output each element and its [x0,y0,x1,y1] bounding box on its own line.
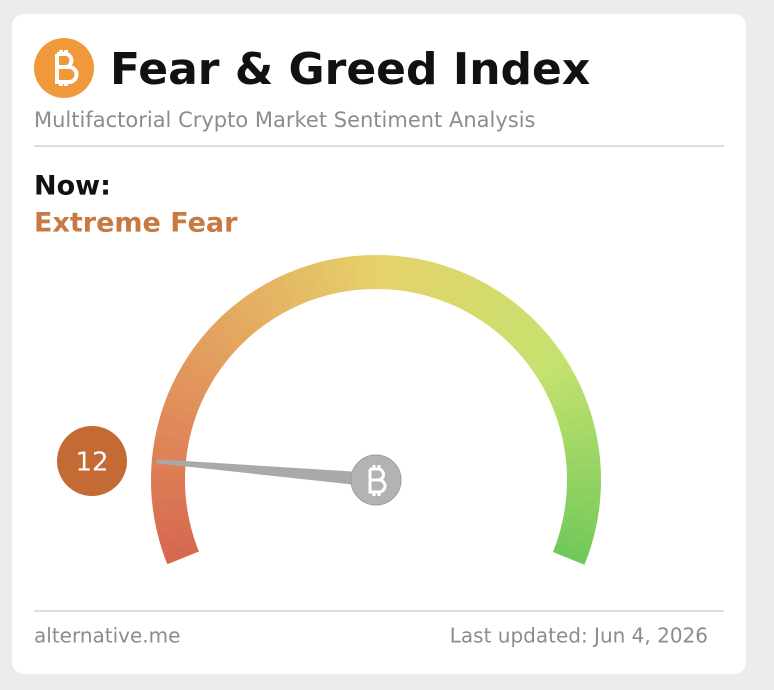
gauge-arc [217,312,249,345]
value-badge [57,426,127,496]
gauge-arc [528,345,563,374]
gauge-arc [559,524,595,545]
gauge-arc [178,362,213,390]
card [12,14,746,674]
gauge-arc [225,305,256,339]
gauge-arc [560,424,597,443]
gauge-arc [310,261,331,298]
gauge-arc [151,496,187,512]
gauge-arc [552,392,588,416]
gauge-arc [552,542,589,565]
gauge-arc [448,271,473,308]
gauge-arc [242,292,271,327]
needle [156,459,377,487]
gauge-arc [158,412,194,433]
gauge-arc [154,515,191,533]
gauge-arc [260,281,287,316]
gauge-arc [565,497,601,512]
gauge-arc [457,276,483,312]
gauge-arc [413,259,431,295]
gauge-arc [332,257,349,293]
gauge-arc [503,312,535,345]
gauge-arc [209,319,242,352]
title: Fear & Greed Index [110,44,590,95]
gauge-arc [385,255,399,290]
gauge-arc [161,402,197,424]
classification: Extreme Fear [34,208,238,239]
gauge-arc [556,533,592,555]
updated: Last updated: Jun 4, 2026 [450,624,708,648]
gauge-arc [151,487,186,501]
gauge-arc [565,456,601,470]
gauge: 12 [57,255,601,565]
gauge-arc [422,261,442,298]
hub-glyph [368,465,387,496]
gauge-arc [516,328,550,359]
gauge-arc [394,256,410,292]
gauge-arc [280,271,304,308]
gauge-arc [496,305,527,339]
gauge-arc [164,392,201,415]
gauge-arc [403,257,421,293]
gauge-arc [354,255,368,290]
gauge-arc [548,382,584,407]
gauge-arc [153,434,190,451]
gauge-arc [534,354,569,382]
gauge-arc [168,382,204,407]
gauge-arc [290,267,313,304]
gauge-arc [321,259,340,295]
value-label: 12 [75,448,108,478]
gauge-arc [481,292,510,327]
gauge-arc [153,506,189,523]
gauge-arc [233,298,264,333]
gauge-arc [251,286,279,321]
gauge-arc [343,256,358,292]
gauge-arc [563,434,599,452]
gauge-arc [163,542,199,565]
source: alternative.me [34,624,180,648]
gauge-arc [157,524,193,544]
gauge-arc [564,445,600,461]
gauge-arc [555,403,592,425]
gauge-arc [539,363,575,390]
gauge-arc [152,445,188,461]
gauge-arc [300,264,322,301]
gauge-arc [510,320,543,352]
gauge-arc [543,372,580,398]
gauge-arc [473,286,501,322]
gauge-arc [270,276,296,312]
gauge-arc [563,506,599,523]
subtitle: Multifactorial Crypto Market Sentiment A… [34,108,536,132]
now-label: Now: [34,171,111,202]
gauge-arc [195,336,230,366]
gauge-arc [173,372,209,398]
gauge-arc [202,327,236,359]
gauge-arc [558,413,595,434]
gauge-arc [189,344,224,374]
gauge-arc [160,533,196,554]
gauge-arc [561,515,598,534]
gauge-arc [489,298,519,333]
gauge-arc [523,336,557,367]
gauge-arc [431,264,452,301]
gauge-arc [566,487,601,501]
logo-glyph [55,50,79,86]
gauge-arc [183,353,218,382]
gauge-arc [439,268,463,304]
gauge-arc [465,281,492,317]
gauge-arc [155,423,192,442]
